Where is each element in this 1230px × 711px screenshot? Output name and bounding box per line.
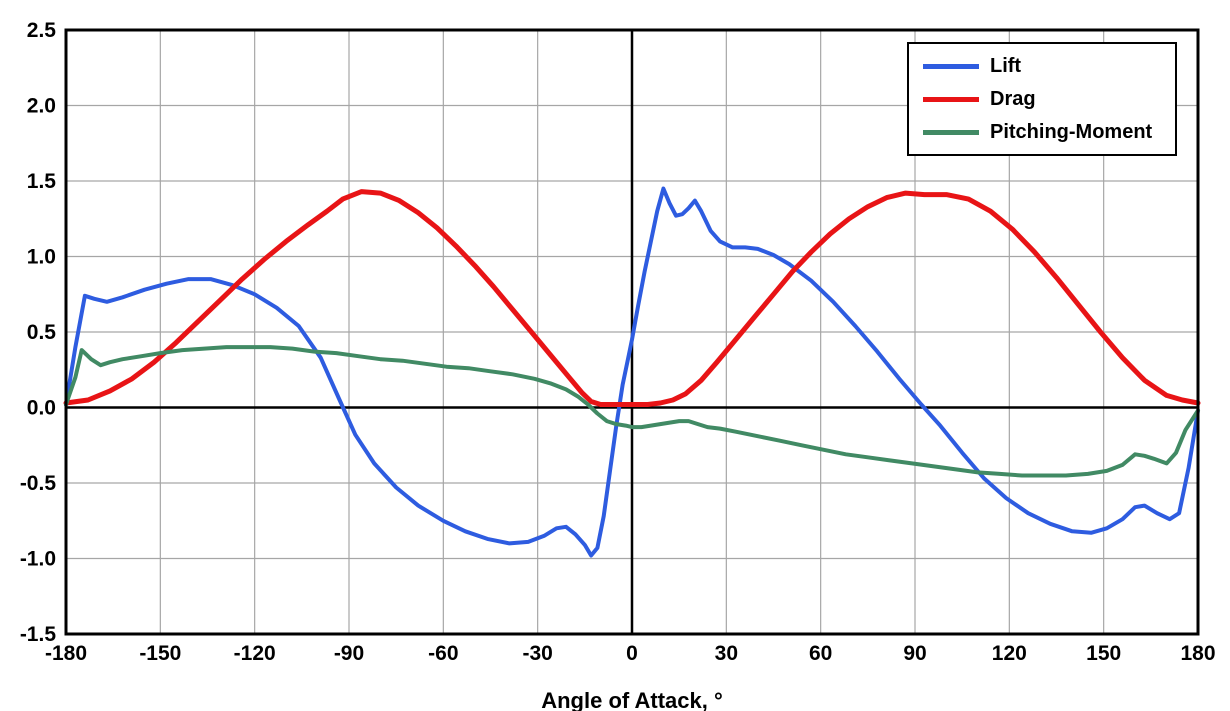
legend-item-drag: Drag (923, 87, 1161, 111)
legend-label-pitching-moment: Pitching-Moment (990, 120, 1153, 143)
x-tick-label: 90 (903, 642, 926, 665)
y-tick-label: 1.5 (27, 170, 57, 193)
pitching-moment-curve (64, 345, 1200, 478)
x-tick-label: 0 (626, 642, 638, 665)
legend-item-lift: Lift (923, 54, 1161, 78)
drag-line-swatch (923, 96, 979, 102)
y-tick-label: -1.0 (20, 548, 56, 571)
y-tick-label: -0.5 (20, 472, 57, 495)
pitching-moment-line-swatch (923, 129, 979, 135)
x-axis-title: Angle of Attack, ° (541, 688, 723, 711)
lift-curve (64, 186, 1200, 558)
x-tick-label: 180 (1180, 642, 1215, 665)
y-tick-label: 0.0 (27, 397, 56, 420)
x-tick-label: -90 (334, 642, 364, 665)
y-tick-label: 0.5 (27, 321, 57, 344)
y-tick-label: -1.5 (20, 623, 57, 646)
x-tick-label: 60 (809, 642, 832, 665)
x-tick-label: -60 (428, 642, 458, 665)
legend-item-pitching-moment: Pitching-Moment (923, 120, 1161, 144)
x-tick-label: 150 (1086, 642, 1121, 665)
x-tick-label: 120 (992, 642, 1027, 665)
lift-line-swatch (923, 63, 979, 69)
plot-border (64, 28, 1200, 636)
y-tick-label: 1.0 (27, 246, 56, 269)
y-tick-label: 2.0 (27, 95, 56, 118)
drag-curve (63, 189, 1201, 407)
legend-label-drag: Drag (990, 87, 1036, 110)
x-tick-label: -180 (45, 642, 87, 665)
legend: Lift Drag Pitching-Moment (907, 42, 1177, 156)
x-tick-label: -150 (139, 642, 181, 665)
x-tick-label: 30 (715, 642, 738, 665)
legend-label-lift: Lift (990, 54, 1022, 77)
x-tick-label: -120 (234, 642, 276, 665)
y-tick-label: 2.5 (27, 19, 57, 42)
x-tick-label: -30 (522, 642, 552, 665)
